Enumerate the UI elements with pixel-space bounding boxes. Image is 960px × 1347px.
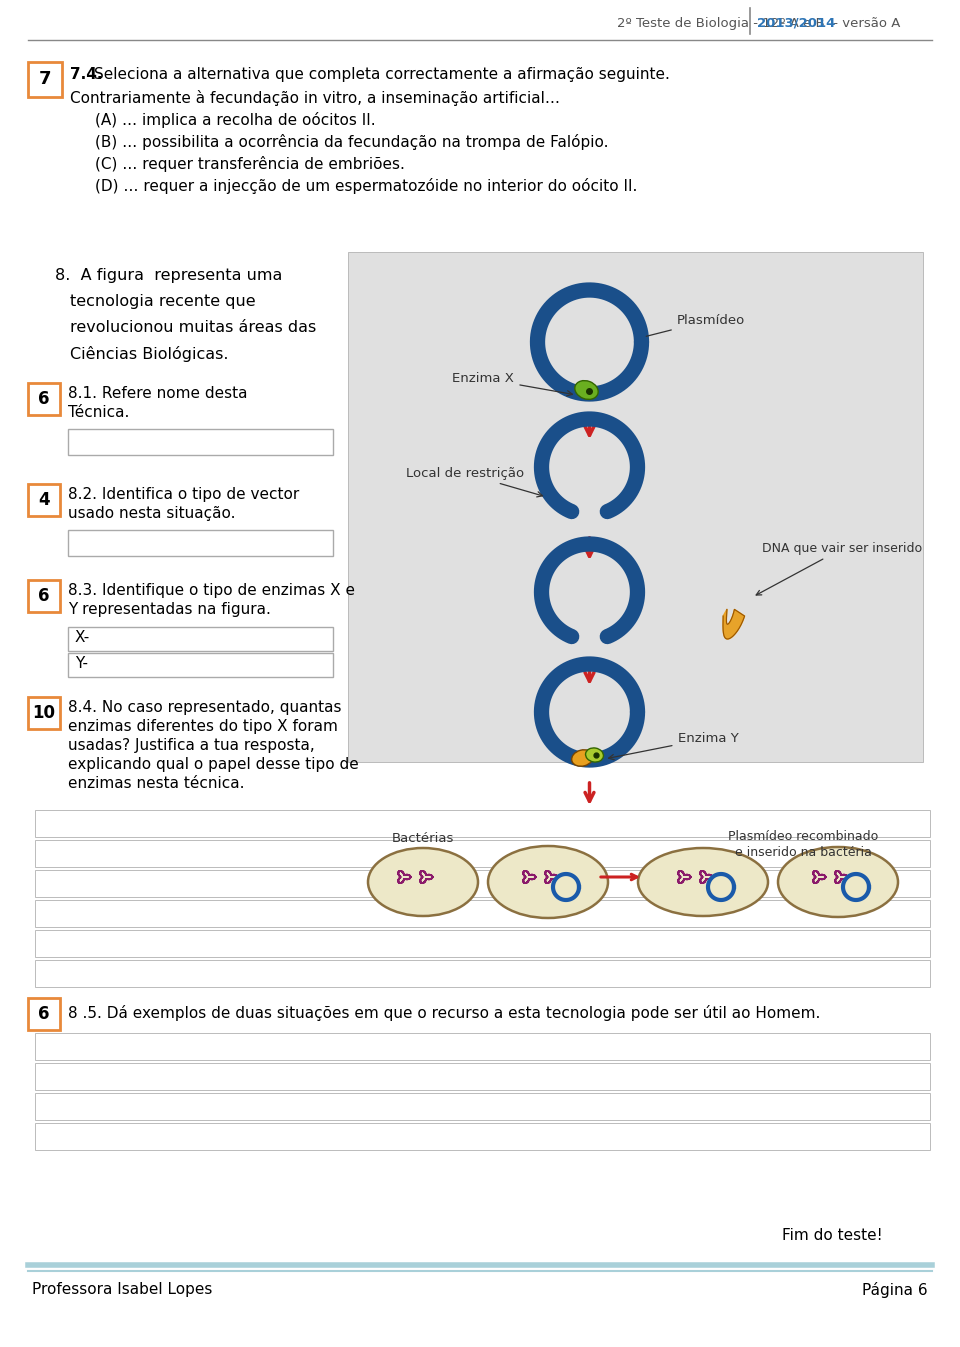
Text: 8.  A figura  representa uma: 8. A figura representa uma bbox=[55, 268, 282, 283]
Bar bbox=[35, 841, 930, 867]
Ellipse shape bbox=[586, 748, 604, 762]
Text: (C) … requer transferência de embriões.: (C) … requer transferência de embriões. bbox=[95, 156, 405, 172]
Text: 4: 4 bbox=[38, 492, 50, 509]
Text: 8.2. Identifica o tipo de vector: 8.2. Identifica o tipo de vector bbox=[68, 488, 300, 502]
Text: tecnologia recente que: tecnologia recente que bbox=[70, 294, 255, 308]
Text: 8 .5. Dá exemplos de duas situações em que o recurso a esta tecnologia pode ser : 8 .5. Dá exemplos de duas situações em q… bbox=[68, 1005, 821, 1021]
Ellipse shape bbox=[571, 750, 593, 766]
Bar bbox=[35, 900, 930, 927]
Bar bbox=[28, 62, 62, 97]
Ellipse shape bbox=[575, 381, 598, 400]
Bar bbox=[35, 870, 930, 897]
Text: Ciências Biológicas.: Ciências Biológicas. bbox=[70, 346, 228, 362]
Bar bbox=[35, 1063, 930, 1090]
Text: X-: X- bbox=[75, 630, 90, 645]
Text: 7: 7 bbox=[38, 70, 51, 89]
Text: Plasmídeo recombinado: Plasmídeo recombinado bbox=[728, 830, 878, 843]
Text: Página 6: Página 6 bbox=[862, 1282, 928, 1299]
Ellipse shape bbox=[778, 847, 898, 917]
Text: 6: 6 bbox=[38, 1005, 50, 1022]
Text: Y-: Y- bbox=[75, 656, 88, 671]
Text: enzimas nesta técnica.: enzimas nesta técnica. bbox=[68, 776, 245, 791]
Bar bbox=[348, 252, 923, 762]
Text: 2º Teste de Biologia - 12º A e B  - versão A: 2º Teste de Biologia - 12º A e B - versã… bbox=[617, 18, 900, 30]
Bar bbox=[68, 428, 333, 455]
Text: Plasmídeo: Plasmídeo bbox=[646, 314, 745, 337]
Bar bbox=[35, 929, 930, 956]
Text: DNA que vair ser inserido: DNA que vair ser inserido bbox=[756, 541, 923, 595]
Text: explicando qual o papel desse tipo de: explicando qual o papel desse tipo de bbox=[68, 757, 359, 772]
Text: Local de restrição: Local de restrição bbox=[406, 467, 542, 497]
Bar bbox=[28, 581, 60, 612]
Bar bbox=[35, 1123, 930, 1150]
Bar bbox=[28, 998, 60, 1030]
Text: Professora Isabel Lopes: Professora Isabel Lopes bbox=[32, 1282, 212, 1297]
Polygon shape bbox=[723, 609, 745, 638]
Text: 8.3. Identifique o tipo de enzimas X e: 8.3. Identifique o tipo de enzimas X e bbox=[68, 583, 355, 598]
Bar bbox=[35, 960, 930, 987]
Text: Y representadas na figura.: Y representadas na figura. bbox=[68, 602, 271, 617]
Text: Seleciona a alternativa que completa correctamente a afirmação seguinte.: Seleciona a alternativa que completa cor… bbox=[94, 67, 670, 82]
Text: 10: 10 bbox=[33, 704, 56, 722]
Bar bbox=[68, 653, 333, 678]
Text: Enzima Y: Enzima Y bbox=[609, 731, 738, 760]
Bar bbox=[28, 484, 60, 516]
Ellipse shape bbox=[488, 846, 608, 919]
Text: (A) … implica a recolha de oócitos II.: (A) … implica a recolha de oócitos II. bbox=[95, 112, 375, 128]
Text: usado nesta situação.: usado nesta situação. bbox=[68, 506, 235, 521]
Text: enzimas diferentes do tipo X foram: enzimas diferentes do tipo X foram bbox=[68, 719, 338, 734]
Text: Contrariamente à fecundação in vitro, a inseminação artificial…: Contrariamente à fecundação in vitro, a … bbox=[70, 90, 560, 106]
Text: (B) … possibilita a ocorrência da fecundação na trompa de Falópio.: (B) … possibilita a ocorrência da fecund… bbox=[95, 133, 609, 150]
Text: Fim do teste!: Fim do teste! bbox=[781, 1228, 882, 1243]
Text: 6: 6 bbox=[38, 391, 50, 408]
Bar bbox=[35, 810, 930, 836]
Text: revolucionou muitas áreas das: revolucionou muitas áreas das bbox=[70, 321, 316, 335]
Bar bbox=[35, 1033, 930, 1060]
Text: Bactérias: Bactérias bbox=[392, 832, 454, 845]
Ellipse shape bbox=[638, 849, 768, 916]
Text: (D) … requer a injecção de um espermatozóide no interior do oócito II.: (D) … requer a injecção de um espermatoz… bbox=[95, 178, 637, 194]
Text: 7.4.: 7.4. bbox=[70, 67, 103, 82]
Text: e inserido na bactéria: e inserido na bactéria bbox=[734, 846, 872, 859]
Bar bbox=[68, 529, 333, 556]
Bar bbox=[68, 626, 333, 651]
Text: 2013/2014: 2013/2014 bbox=[757, 18, 835, 30]
Text: 8.1. Refere nome desta: 8.1. Refere nome desta bbox=[68, 387, 248, 401]
Text: usadas? Justifica a tua resposta,: usadas? Justifica a tua resposta, bbox=[68, 738, 315, 753]
Bar bbox=[28, 696, 60, 729]
Ellipse shape bbox=[368, 849, 478, 916]
Text: Enzima X: Enzima X bbox=[452, 372, 572, 396]
Text: 8.4. No caso representado, quantas: 8.4. No caso representado, quantas bbox=[68, 700, 342, 715]
Text: 6: 6 bbox=[38, 587, 50, 605]
Bar bbox=[28, 383, 60, 415]
Text: Técnica.: Técnica. bbox=[68, 405, 130, 420]
Bar bbox=[35, 1092, 930, 1119]
